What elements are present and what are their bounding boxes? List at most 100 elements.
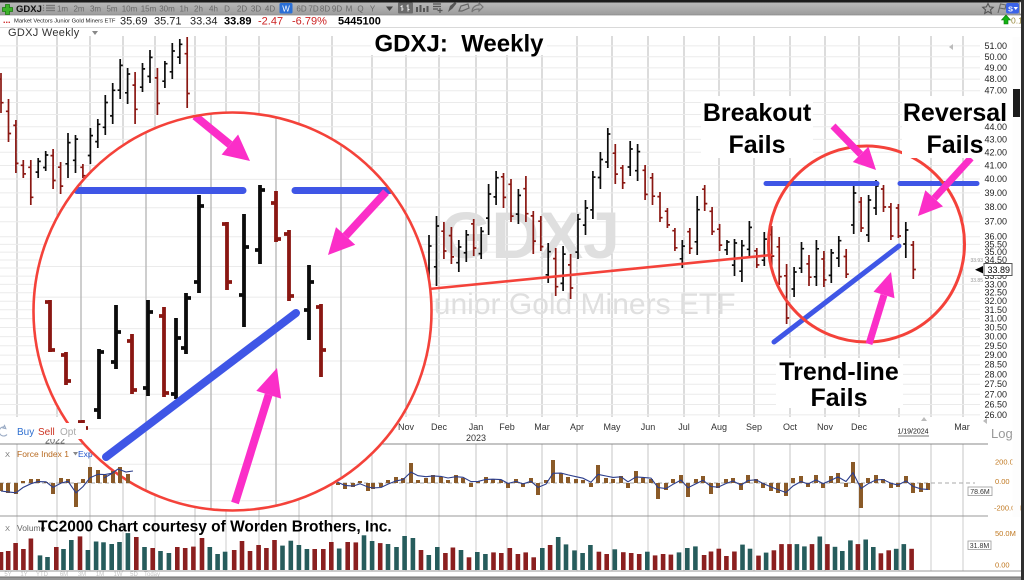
svg-text:31.8M: 31.8M xyxy=(970,543,990,550)
svg-text:5m: 5m xyxy=(106,5,117,14)
svg-text:Aug: Aug xyxy=(711,422,727,432)
svg-text:Opt: Opt xyxy=(60,427,76,438)
svg-text:2023: 2023 xyxy=(466,433,486,443)
svg-text:GDXJ: GDXJ xyxy=(16,4,42,15)
svg-text:1Y: 1Y xyxy=(20,572,27,578)
svg-text:Dec: Dec xyxy=(431,422,448,432)
svg-text:47.00: 47.00 xyxy=(984,86,1007,96)
svg-text:Sep: Sep xyxy=(746,422,762,432)
svg-text:May: May xyxy=(603,422,621,432)
svg-text:Oct: Oct xyxy=(783,422,798,432)
svg-text:31.50: 31.50 xyxy=(984,305,1007,315)
svg-text:26.00: 26.00 xyxy=(984,410,1007,420)
svg-text:34.50: 34.50 xyxy=(984,255,1007,265)
svg-text:Today: Today xyxy=(144,572,160,578)
svg-text:35.50: 35.50 xyxy=(984,239,1007,249)
svg-text:GDXJ Weekly: GDXJ Weekly xyxy=(8,27,80,39)
svg-text:Fails: Fails xyxy=(811,384,868,412)
svg-text:GDXJ: GDXJ xyxy=(440,198,620,272)
svg-text:Mar: Mar xyxy=(534,422,550,432)
svg-text:7D: 7D xyxy=(308,5,318,14)
svg-text:1/19/2024: 1/19/2024 xyxy=(897,429,928,436)
svg-text:33.85: 33.85 xyxy=(970,278,983,284)
svg-text:D: D xyxy=(224,5,230,14)
svg-text:41.00: 41.00 xyxy=(984,161,1007,171)
svg-text:W: W xyxy=(282,5,290,14)
svg-text:X: X xyxy=(5,450,10,459)
svg-text:Market Vectors Junior Gold Min: Market Vectors Junior Gold Miners ETF xyxy=(14,19,116,25)
svg-text:YTD: YTD xyxy=(36,572,49,578)
svg-text:31.00: 31.00 xyxy=(984,314,1007,324)
svg-text:-200.0M: -200.0M xyxy=(994,504,1022,513)
svg-text:2m: 2m xyxy=(73,5,84,14)
svg-text:3m: 3m xyxy=(90,5,101,14)
svg-text:27.50: 27.50 xyxy=(984,379,1007,389)
svg-text:Jan: Jan xyxy=(469,422,484,432)
svg-text:37.00: 37.00 xyxy=(984,217,1007,227)
svg-text:Breakout: Breakout xyxy=(703,99,812,127)
svg-text:Mar: Mar xyxy=(954,422,970,432)
svg-text:29.50: 29.50 xyxy=(984,341,1007,351)
svg-text:Buy: Buy xyxy=(17,427,34,438)
svg-text:Nov: Nov xyxy=(398,422,415,432)
svg-text:50.0M: 50.0M xyxy=(995,529,1016,538)
svg-text:Apr: Apr xyxy=(570,422,584,432)
svg-text:30.50: 30.50 xyxy=(984,323,1007,333)
svg-text:33.00: 33.00 xyxy=(984,279,1007,289)
svg-text:78.6M: 78.6M xyxy=(970,489,990,496)
svg-text:42.00: 42.00 xyxy=(984,147,1007,157)
svg-text:S: S xyxy=(1008,5,1013,14)
svg-text:0.00: 0.00 xyxy=(995,477,1010,486)
svg-text:...: ... xyxy=(3,15,11,25)
svg-text:6D: 6D xyxy=(296,5,306,14)
svg-text:200.0M: 200.0M xyxy=(995,458,1020,467)
svg-text:33.89: 33.89 xyxy=(987,265,1010,275)
svg-text:35.71: 35.71 xyxy=(154,16,182,28)
svg-text:4D: 4D xyxy=(265,5,275,14)
svg-text:1m: 1m xyxy=(57,5,68,14)
svg-text:30.00: 30.00 xyxy=(984,332,1007,342)
svg-text:5Y: 5Y xyxy=(4,572,11,578)
svg-text:49.00: 49.00 xyxy=(984,63,1007,73)
svg-text:Fails: Fails xyxy=(927,131,984,159)
svg-text:Fails: Fails xyxy=(729,131,786,159)
svg-text:5D: 5D xyxy=(130,572,138,578)
svg-text:Trend-line: Trend-line xyxy=(779,358,899,386)
svg-text:40.00: 40.00 xyxy=(984,174,1007,184)
svg-text:-6.79%: -6.79% xyxy=(292,16,327,28)
svg-text:4h: 4h xyxy=(209,5,218,14)
svg-text:Y: Y xyxy=(370,5,376,14)
svg-text:1M: 1M xyxy=(96,572,104,578)
svg-text:30m: 30m xyxy=(159,5,175,14)
svg-text:Reversal: Reversal xyxy=(903,99,1007,127)
svg-text:51.00: 51.00 xyxy=(984,41,1007,51)
svg-text:5445100: 5445100 xyxy=(338,16,381,28)
svg-text:36.00: 36.00 xyxy=(984,232,1007,242)
svg-text:43.00: 43.00 xyxy=(984,134,1007,144)
svg-text:8D: 8D xyxy=(320,5,330,14)
svg-text:28.50: 28.50 xyxy=(984,360,1007,370)
svg-text:-2.47: -2.47 xyxy=(258,16,283,28)
svg-text:Dec: Dec xyxy=(851,422,868,432)
svg-text:28.00: 28.00 xyxy=(984,369,1007,379)
svg-text:3M: 3M xyxy=(78,572,86,578)
svg-text:Sell: Sell xyxy=(38,427,55,438)
svg-text:35.00: 35.00 xyxy=(984,247,1007,257)
svg-text:2022: 2022 xyxy=(45,436,65,446)
svg-text:50.00: 50.00 xyxy=(984,52,1007,62)
svg-text:33.93: 33.93 xyxy=(970,258,983,264)
svg-text:2D: 2D xyxy=(237,5,247,14)
svg-text:1W: 1W xyxy=(114,572,123,578)
svg-text:2h: 2h xyxy=(194,5,203,14)
svg-text:TC2000 Chart courtesy of Worde: TC2000 Chart courtesy of Worden Brothers… xyxy=(38,519,392,536)
svg-text:26.50: 26.50 xyxy=(984,400,1007,410)
svg-text:3D: 3D xyxy=(251,5,261,14)
svg-text:29.00: 29.00 xyxy=(984,350,1007,360)
svg-text:GDXJ: Weekly: GDXJ: Weekly xyxy=(375,31,545,58)
svg-text:Nov: Nov xyxy=(817,422,834,432)
svg-text:32.50: 32.50 xyxy=(984,288,1007,298)
svg-text:Jul: Jul xyxy=(678,422,690,432)
svg-text:X: X xyxy=(5,524,10,533)
svg-text:27.00: 27.00 xyxy=(984,389,1007,399)
svg-text:Feb: Feb xyxy=(499,422,515,432)
